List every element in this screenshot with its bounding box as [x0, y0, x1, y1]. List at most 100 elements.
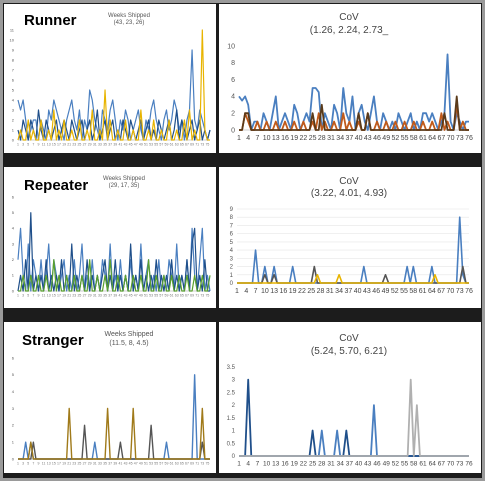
y-tick-label: 0: [12, 456, 15, 461]
x-tick-label: 13: [47, 294, 51, 298]
x-tick-label: 73: [200, 143, 204, 147]
y-tick-label: 6: [230, 232, 234, 238]
x-tick-label: 21: [67, 143, 71, 147]
x-tick-label: 57: [159, 294, 163, 298]
x-tick-label: 39: [113, 462, 117, 466]
x-tick-label: 55: [400, 288, 408, 295]
x-tick-label: 55: [154, 462, 158, 466]
y-tick-label: 11: [10, 27, 15, 32]
x-tick-label: 45: [129, 462, 133, 466]
x-tick-label: 34: [335, 288, 343, 295]
y-tick-label: 1: [12, 127, 15, 132]
x-tick-label: 67: [438, 135, 446, 142]
x-tick-label: 67: [185, 294, 189, 298]
y-tick-label: 4: [230, 248, 234, 254]
x-tick-label: 4: [244, 288, 248, 295]
x-tick-label: 17: [57, 143, 61, 147]
x-tick-label: 71: [195, 462, 199, 466]
x-tick-label: 58: [410, 135, 418, 142]
x-tick-label: 49: [139, 462, 143, 466]
x-tick-label: 19: [62, 294, 66, 298]
x-tick-label: 69: [190, 462, 194, 466]
y-tick-label: 8: [231, 60, 235, 67]
y-tick-label: 3: [232, 378, 236, 384]
x-tick-label: 64: [428, 288, 436, 295]
y-tick-label: 1: [232, 429, 236, 435]
x-tick-label: 13: [272, 135, 280, 142]
y-tick-label: 2: [231, 111, 235, 118]
x-tick-label: 67: [437, 288, 445, 295]
x-tick-label: 61: [170, 294, 174, 298]
x-tick-label: 49: [382, 135, 390, 142]
y-tick-label: 1: [12, 273, 15, 278]
x-tick-label: 16: [281, 461, 289, 468]
x-tick-label: 9: [38, 143, 40, 147]
x-tick-label: 33: [98, 143, 102, 147]
y-tick-label: 2: [232, 403, 236, 409]
x-tick-label: 67: [185, 462, 189, 466]
series-line-3: [239, 95, 469, 131]
x-tick-label: 23: [72, 462, 76, 466]
x-tick-label: 37: [344, 288, 352, 295]
x-tick-label: 31: [326, 288, 334, 295]
x-tick-label: 7: [32, 143, 34, 147]
x-tick-label: 25: [77, 294, 81, 298]
x-tick-label: 53: [149, 462, 153, 466]
x-tick-label: 49: [139, 143, 143, 147]
x-tick-label: 41: [118, 143, 122, 147]
x-tick-label: 43: [364, 461, 372, 468]
x-tick-label: 27: [83, 462, 87, 466]
x-tick-label: 40: [354, 288, 362, 295]
x-tick-label: 4: [246, 461, 250, 468]
x-tick-label: 41: [118, 462, 122, 466]
x-tick-label: 1: [17, 294, 19, 298]
y-tick-label: 10: [227, 43, 235, 50]
x-tick-label: 33: [98, 462, 102, 466]
x-tick-label: 37: [108, 143, 112, 147]
x-tick-label: 37: [108, 462, 112, 466]
y-tick-label: 2: [12, 423, 15, 428]
x-tick-label: 1: [237, 461, 241, 468]
repeater-right-title: CoV: [339, 176, 359, 187]
x-tick-label: 11: [42, 462, 46, 466]
x-tick-label: 69: [190, 294, 194, 298]
y-tick-label: 0: [231, 127, 235, 134]
x-tick-label: 13: [270, 288, 278, 295]
x-tick-label: 75: [205, 462, 209, 466]
x-tick-label: 51: [144, 294, 148, 298]
x-tick-label: 37: [108, 294, 112, 298]
x-tick-label: 73: [456, 135, 464, 142]
x-tick-label: 19: [290, 135, 298, 142]
x-tick-label: 21: [67, 294, 71, 298]
x-tick-label: 29: [88, 462, 92, 466]
x-tick-label: 71: [195, 143, 199, 147]
x-tick-label: 10: [261, 288, 269, 295]
y-tick-label: 2.5: [227, 390, 236, 396]
y-tick-label: 5: [12, 372, 15, 377]
y-tick-label: 4: [231, 94, 235, 101]
x-tick-label: 15: [52, 143, 56, 147]
x-tick-label: 46: [373, 135, 381, 142]
repeater-left-panel: 0 1 2 3 4 5 6 1 3 5 7 9 11 13 15 17 19 21 23 25 27 29 31 33 35 37…: [4, 167, 216, 308]
y-tick-label: 0: [232, 454, 236, 460]
x-tick-label: 49: [383, 461, 391, 468]
x-tick-label: 7: [32, 294, 34, 298]
x-tick-label: 17: [57, 462, 61, 466]
x-tick-label: 34: [336, 135, 344, 142]
stranger-right-subtitle: (5.24, 5.70, 6.21): [310, 346, 388, 357]
x-tick-label: 59: [165, 143, 169, 147]
y-tick-label: 1: [12, 440, 15, 445]
y-tick-label: 0: [12, 288, 15, 293]
series-line-3: [18, 259, 211, 292]
y-tick-label: 3: [230, 256, 234, 262]
x-tick-label: 43: [124, 462, 128, 466]
x-tick-label: 61: [170, 462, 174, 466]
x-tick-label: 63: [175, 462, 179, 466]
x-tick-label: 41: [118, 294, 122, 298]
x-tick-label: 3: [22, 294, 24, 298]
series-line-3: [239, 378, 469, 457]
runner-right-title: CoV: [339, 12, 359, 23]
x-tick-label: 73: [200, 294, 204, 298]
x-tick-label: 73: [200, 462, 204, 466]
x-tick-label: 13: [47, 143, 51, 147]
